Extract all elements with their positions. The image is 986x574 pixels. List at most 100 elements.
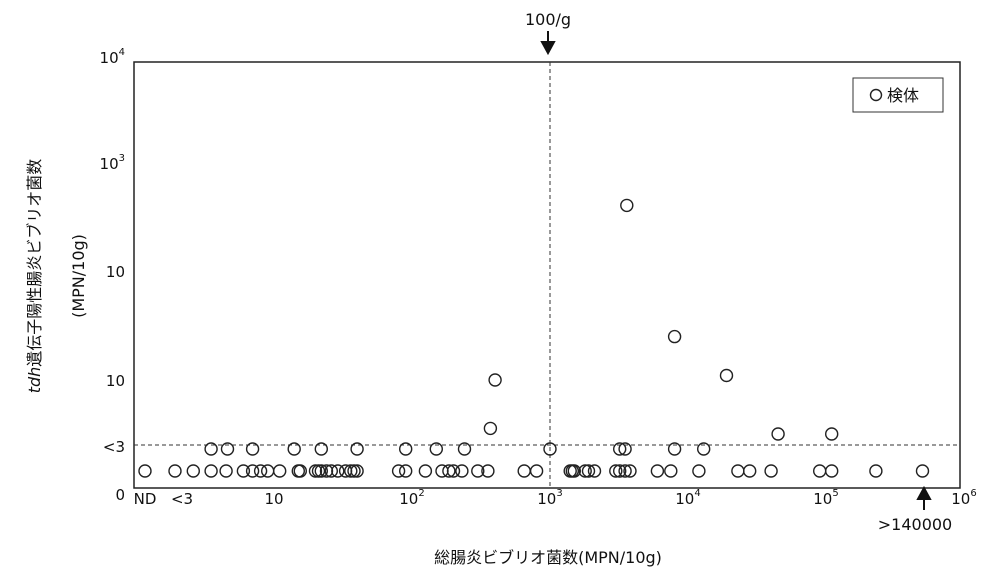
data-point bbox=[314, 464, 328, 478]
data-point bbox=[245, 442, 260, 456]
data-point bbox=[245, 464, 260, 478]
data-point bbox=[813, 464, 827, 478]
x-tick-label: 104 bbox=[675, 488, 700, 508]
data-point bbox=[457, 442, 472, 456]
reference-lines bbox=[134, 62, 960, 488]
data-points bbox=[138, 198, 930, 478]
data-point bbox=[650, 464, 665, 478]
y-tick-label: 104 bbox=[100, 47, 125, 67]
data-point bbox=[220, 442, 235, 456]
data-point bbox=[350, 464, 364, 478]
x-tick-label: 103 bbox=[537, 488, 562, 508]
x-tick-label: 10 bbox=[264, 490, 283, 508]
data-point bbox=[471, 464, 485, 478]
data-point bbox=[293, 464, 307, 478]
data-point bbox=[581, 464, 596, 478]
data-point bbox=[287, 442, 301, 456]
data-point bbox=[869, 464, 883, 478]
data-point bbox=[253, 464, 268, 478]
y-axis-label-main: 遺伝子陽性腸炎ビブリオ菌数 bbox=[25, 159, 44, 367]
data-point bbox=[609, 464, 623, 478]
data-point bbox=[319, 464, 334, 478]
data-point bbox=[623, 464, 637, 478]
x-tick-labels: ND <3 10 102 103 104 105 106 bbox=[134, 488, 977, 508]
legend-box bbox=[852, 77, 944, 113]
data-point bbox=[308, 464, 323, 478]
data-point bbox=[620, 198, 634, 213]
y-tick-label: 103 bbox=[100, 153, 125, 173]
data-point bbox=[442, 464, 456, 478]
data-point bbox=[529, 464, 544, 478]
y-tick-label: <3 bbox=[103, 438, 125, 456]
data-point bbox=[344, 464, 358, 478]
data-point bbox=[273, 464, 287, 478]
y-tick-label: 10 bbox=[106, 372, 125, 390]
data-point bbox=[667, 442, 682, 456]
data-point bbox=[764, 464, 778, 478]
threshold-arrow-icon bbox=[540, 31, 556, 56]
data-point bbox=[743, 464, 757, 478]
data-point bbox=[399, 442, 413, 456]
data-point bbox=[697, 442, 711, 456]
data-point bbox=[429, 442, 443, 456]
data-point bbox=[731, 464, 745, 478]
data-point bbox=[347, 464, 361, 478]
data-point bbox=[587, 464, 602, 478]
data-point bbox=[314, 442, 328, 456]
x-tick-label: 105 bbox=[813, 488, 838, 508]
y-tick-label: 0 bbox=[115, 486, 125, 504]
data-point bbox=[771, 427, 785, 441]
data-point bbox=[418, 464, 433, 478]
data-point bbox=[543, 442, 557, 456]
data-point bbox=[692, 464, 706, 478]
x-axis-label: 総腸炎ビブリオ菌数(MPN/10g) bbox=[434, 548, 662, 567]
y-axis-unit: (MPN/10g) bbox=[69, 234, 88, 318]
legend-marker-icon bbox=[869, 88, 883, 102]
data-point bbox=[350, 442, 364, 456]
data-point bbox=[236, 464, 251, 478]
x-tick-label: ND bbox=[134, 490, 157, 508]
plot-frame bbox=[133, 61, 961, 489]
max-label: >140000 bbox=[878, 515, 952, 534]
x-tick-label: 106 bbox=[951, 488, 976, 508]
data-point bbox=[219, 464, 233, 478]
data-point bbox=[613, 442, 627, 456]
data-point bbox=[825, 464, 839, 478]
y-axis-label: tdh遺伝子陽性腸炎ビブリオ菌数 bbox=[25, 159, 44, 394]
data-point bbox=[261, 464, 275, 478]
threshold-label: 100/g bbox=[525, 10, 571, 29]
data-point bbox=[446, 464, 461, 478]
data-point bbox=[578, 464, 592, 478]
data-point bbox=[399, 464, 413, 478]
data-point bbox=[664, 464, 678, 478]
data-point bbox=[488, 373, 502, 387]
data-point bbox=[204, 464, 218, 478]
data-point bbox=[481, 464, 495, 478]
y-tick-labels: 0 <3 10 10 103 104 bbox=[100, 47, 125, 504]
x-tick-label: 102 bbox=[399, 488, 424, 508]
data-point bbox=[825, 427, 839, 441]
y-tick-label: 10 bbox=[106, 263, 125, 281]
max-arrow-icon bbox=[916, 485, 932, 510]
data-point bbox=[435, 464, 449, 478]
legend-label: 検体 bbox=[887, 86, 919, 105]
data-point bbox=[719, 368, 734, 383]
data-point bbox=[483, 421, 498, 436]
data-point bbox=[391, 464, 406, 478]
x-tick-label: <3 bbox=[171, 490, 193, 508]
data-point bbox=[667, 329, 682, 344]
data-point bbox=[331, 464, 345, 478]
y-axis-label-prefix: tdh bbox=[25, 367, 44, 394]
data-point bbox=[455, 464, 469, 478]
data-point bbox=[618, 464, 632, 478]
data-point bbox=[186, 464, 201, 478]
data-point bbox=[138, 464, 152, 478]
data-point bbox=[613, 464, 627, 478]
legend: 検体 bbox=[852, 77, 944, 113]
data-point bbox=[517, 464, 531, 478]
data-point bbox=[618, 442, 632, 456]
data-point bbox=[204, 442, 218, 456]
data-point bbox=[915, 464, 930, 478]
data-point bbox=[567, 464, 581, 478]
